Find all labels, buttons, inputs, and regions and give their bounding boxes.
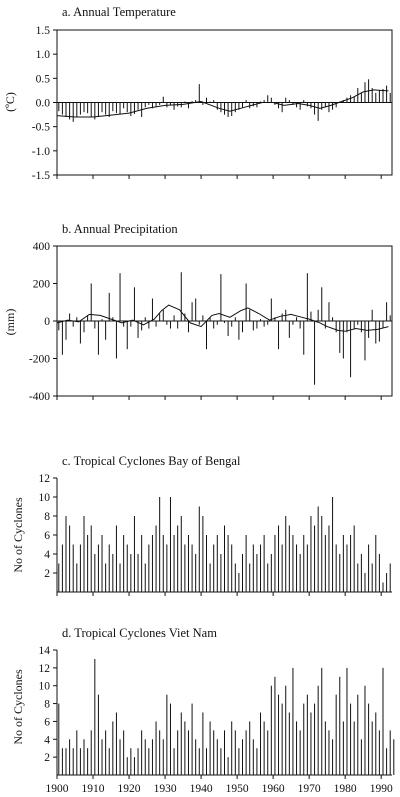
- panel-c-ylabel: No of Cyclones: [11, 497, 25, 573]
- y-tick-label: 400: [33, 241, 51, 253]
- y-tick-label: -1.0: [32, 146, 50, 158]
- y-tick-label: 4: [44, 734, 50, 746]
- y-tick-label: 1.5: [36, 25, 51, 37]
- y-tick-label: 0.0: [36, 98, 51, 110]
- y-tick-label: 12: [39, 663, 51, 675]
- panel-b-title: b. Annual Precipitation: [62, 222, 178, 236]
- y-tick-label: 200: [33, 279, 51, 291]
- x-tick-label: 1920: [118, 783, 141, 795]
- y-tick-label: 0.5: [36, 73, 51, 85]
- panel-a-ylabel: (ºC): [3, 92, 17, 112]
- panel-temperature: a. Annual Temperature (ºC) 1.5 1.0 0.5 0.0 -…: [3, 5, 393, 182]
- y-tick-label: 14: [39, 645, 51, 657]
- x-tick-label: 1950: [226, 783, 249, 795]
- y-tick-label: 8: [44, 511, 50, 523]
- y-tick-label: 12: [39, 473, 51, 485]
- y-tick-label: 2: [44, 568, 50, 580]
- y-tick-label: 4: [44, 549, 50, 561]
- x-tick-label: 1960: [262, 783, 285, 795]
- y-tick-label: -400: [29, 391, 50, 403]
- panel-a-title: a. Annual Temperature: [62, 5, 176, 19]
- trend-line: [56, 89, 389, 118]
- panel-c-marks: 12 10 8 6 4 2: [39, 473, 391, 596]
- y-tick-label: 6: [44, 716, 50, 728]
- panel-cyclones-bengal: c. Tropical Cyclones Bay of Bengal No of…: [11, 454, 392, 596]
- x-tick-label: 1970: [298, 783, 321, 795]
- trend-line: [56, 304, 389, 332]
- panel-precipitation: b. Annual Precipitation (mm) 400 200 0 -200…: [3, 222, 393, 403]
- x-tick-label: 1910: [82, 783, 105, 795]
- panel-cyclones-vietnam: d. Tropical Cyclones Viet Nam No of Cycl…: [11, 626, 395, 795]
- x-tick-label: 1900: [46, 783, 69, 795]
- x-tick-label: 1940: [190, 783, 213, 795]
- panel-d-title: d. Tropical Cyclones Viet Nam: [62, 626, 217, 640]
- y-tick-label: 6: [44, 530, 50, 542]
- y-tick-label: 10: [39, 492, 51, 504]
- y-tick-label: -1.5: [32, 170, 50, 182]
- y-tick-label: -0.5: [32, 122, 50, 134]
- x-tick-label: 1980: [334, 783, 357, 795]
- panel-b-ylabel: (mm): [3, 309, 17, 336]
- x-tick-label: 1990: [370, 783, 393, 795]
- panel-d-ylabel: No of Cyclones: [11, 669, 25, 745]
- y-tick-label: 2: [44, 752, 50, 764]
- y-tick-label: 10: [39, 681, 51, 693]
- panel-c-title: c. Tropical Cyclones Bay of Bengal: [62, 454, 241, 468]
- panel-d-marks: 14 12 10 8 6 4 2 1900 1910 1920 1930 1940 1950 1960 19…: [39, 645, 395, 795]
- panel-a-marks: 1.5 1.0 0.5 0.0 -0.5 -1.0 -1.5: [32, 25, 392, 182]
- panel-b-marks: 400 200 0 -200 -400: [29, 241, 392, 403]
- y-tick-label: 1.0: [36, 49, 51, 61]
- y-tick-label: 8: [44, 699, 50, 711]
- y-tick-label: -200: [29, 354, 50, 366]
- y-tick-label: 0: [44, 316, 50, 328]
- x-tick-label: 1930: [154, 783, 177, 795]
